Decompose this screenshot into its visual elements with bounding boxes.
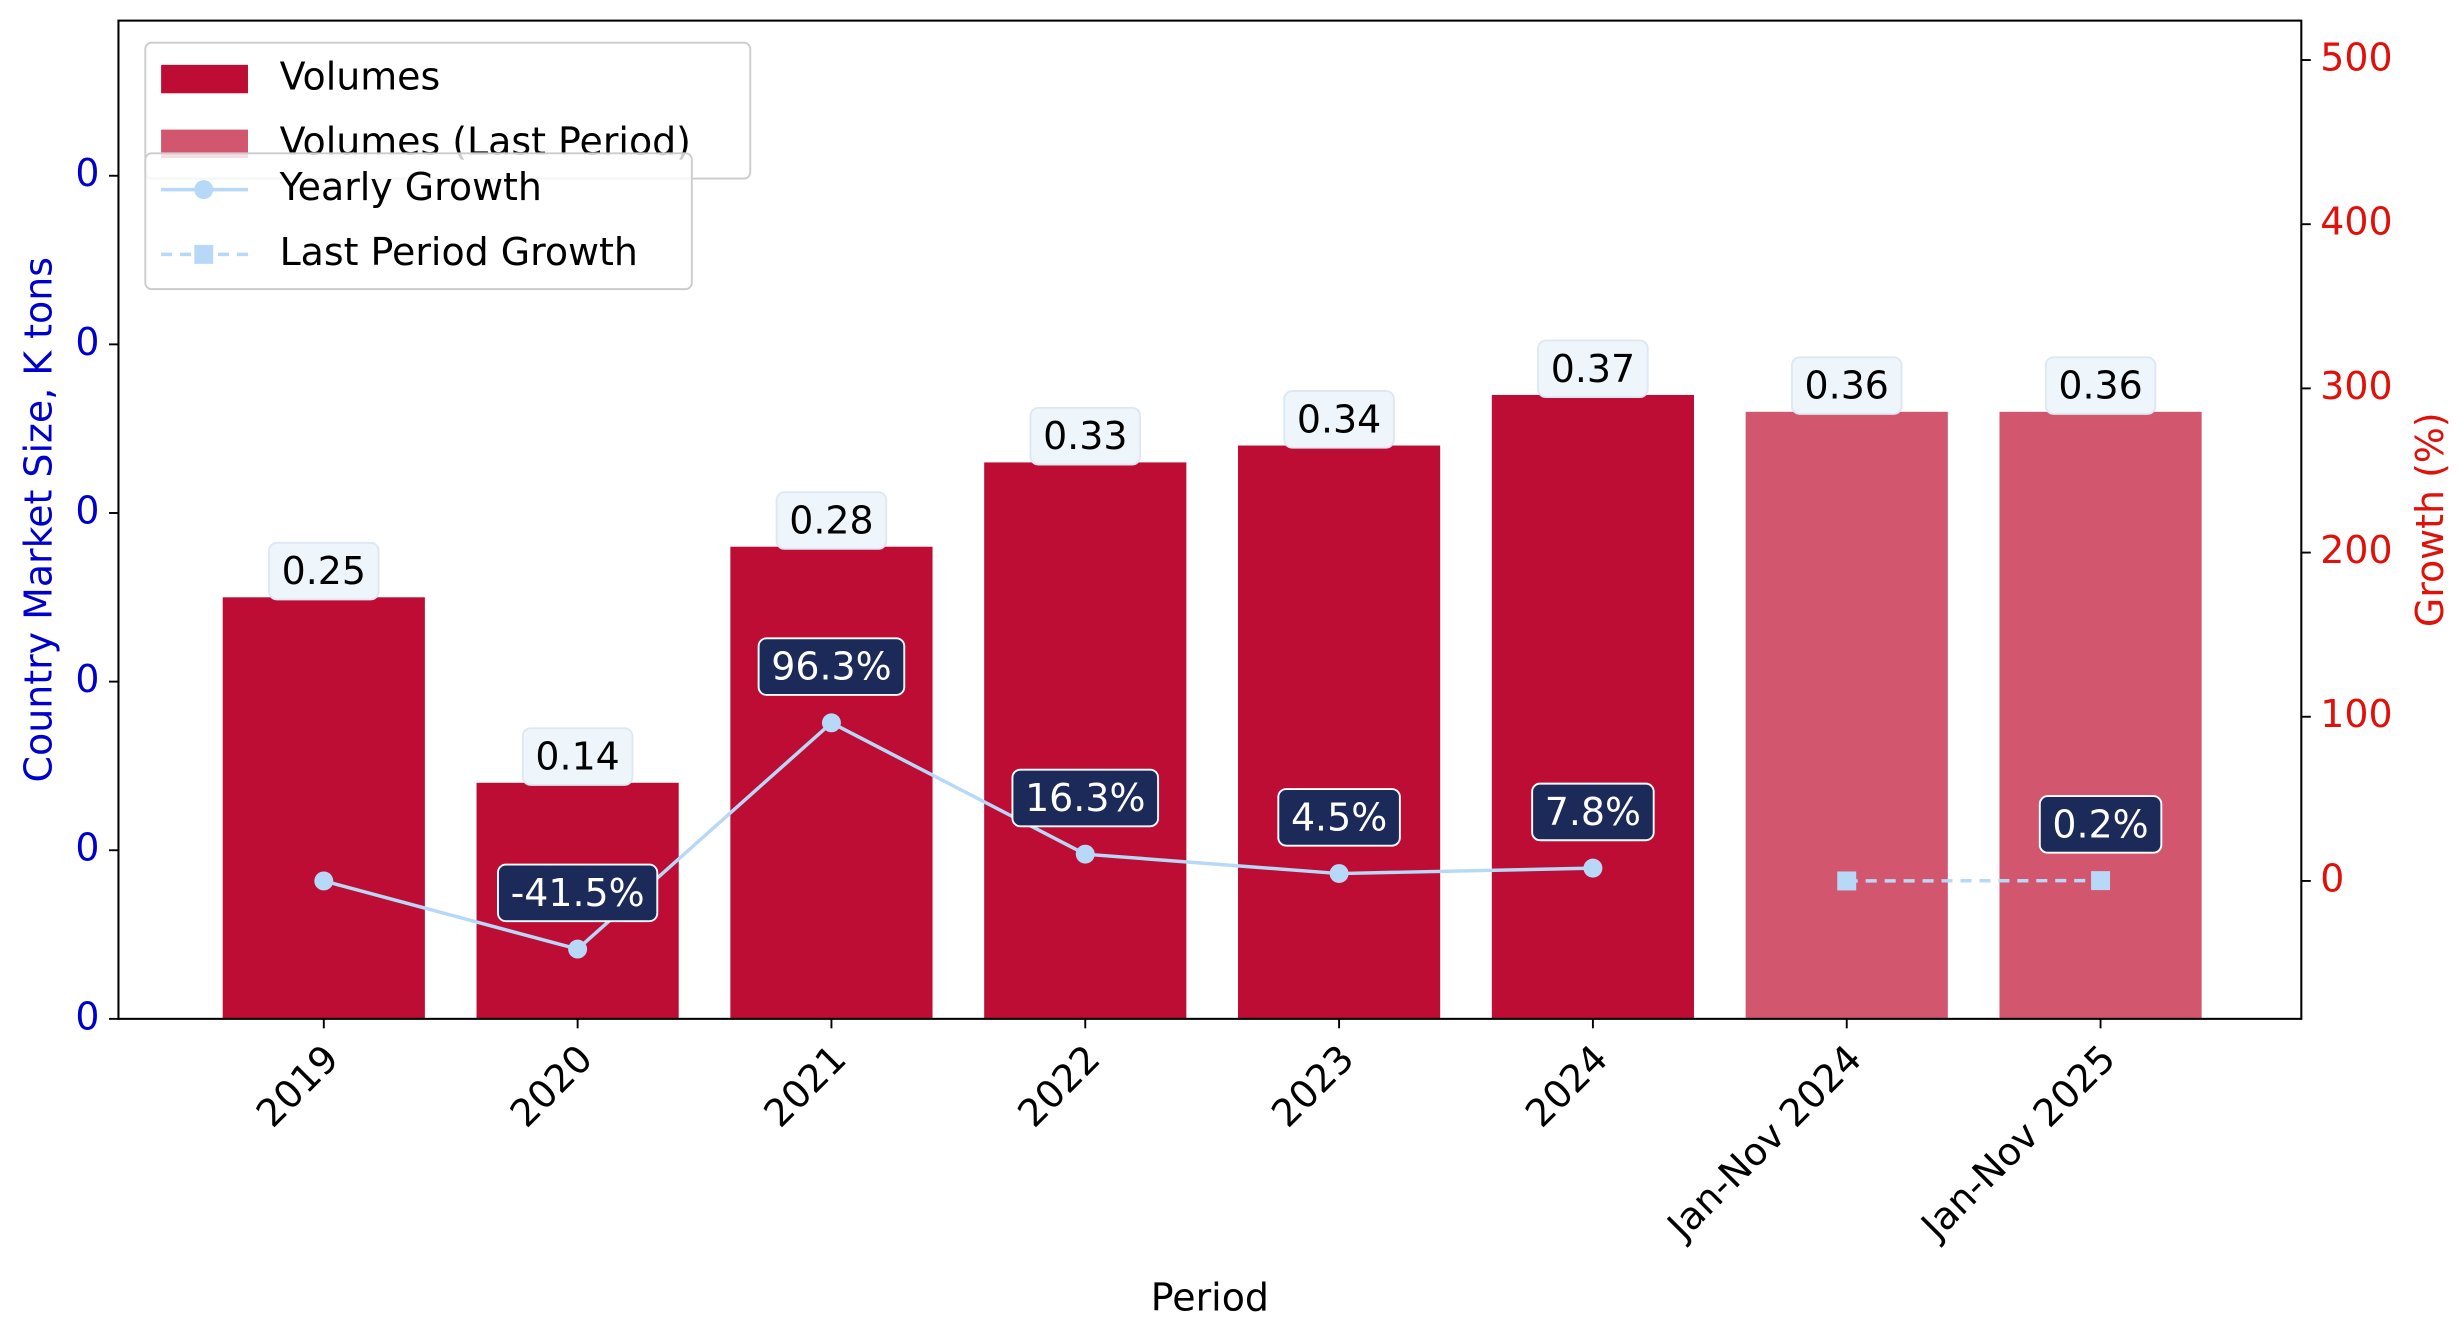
bar-value-label-group: 0.25 [268, 541, 380, 601]
bar-value-label: 0.34 [1297, 397, 1381, 441]
y2-tick-label: 300 [2320, 364, 2392, 408]
bar-value-label-box [1790, 356, 1903, 415]
bar-value-label: 0.25 [282, 549, 366, 593]
y-tick-label: 0 [75, 826, 99, 870]
bar-value-label-box [1537, 339, 1649, 399]
bar [1999, 411, 2202, 1019]
legend: Yearly Growth Last Period Growth [144, 152, 693, 291]
x-tick-label: 2021 [755, 1036, 854, 1135]
bar-value-label-group: 0.36 [2044, 356, 2157, 415]
x-tick-label: Jan-Nov 2025 [1911, 1036, 2123, 1248]
bar [1238, 445, 1441, 1019]
x-tick-label: 2024 [1517, 1036, 1616, 1135]
y-tick-label: 0 [75, 657, 99, 701]
growth-value-label-box [2038, 795, 2163, 854]
growth-marker [821, 713, 841, 733]
growth-value-label-box [1011, 768, 1160, 828]
legend-label: Last Period Growth [280, 230, 638, 274]
legend-marker [194, 244, 214, 264]
bar-value-label-box [775, 491, 888, 550]
bar-value-label: 0.36 [1805, 364, 1889, 408]
growth-marker [1583, 858, 1603, 878]
growth-line [323, 720, 1593, 951]
growth-value-label-box [757, 637, 906, 696]
bar-value-label-group: 0.14 [521, 727, 634, 786]
growth-value-label: 96.3% [771, 645, 891, 689]
growth-marker [2091, 871, 2111, 891]
growth-marker [1329, 864, 1349, 884]
y-tick-label: 0 [75, 151, 99, 195]
bar-value-label: 0.14 [535, 735, 619, 779]
growth-value-label-group: -41.5% [497, 863, 659, 923]
bar-value-label: 0.37 [1551, 347, 1635, 391]
x-axis-label: Period [1151, 1276, 1269, 1320]
x-tick-label: 2019 [248, 1036, 347, 1135]
y-tick-label: 0 [75, 994, 99, 1038]
bar-value-label-box [1029, 406, 1142, 466]
bar-value-label-box [2044, 356, 2157, 415]
plot-frame [117, 19, 2303, 1020]
bar-value-label-group: 0.37 [1537, 339, 1649, 399]
y-axis-label: Country Market Size, K tons [17, 257, 61, 782]
y-tick-label: 0 [75, 488, 99, 532]
bar-value-label-group: 0.28 [775, 491, 888, 550]
y2-axis-label: Growth (%) [2408, 412, 2452, 627]
bar-value-label: 0.36 [2058, 364, 2142, 408]
growth-marker [1075, 844, 1095, 864]
x-tick-label: 2023 [1263, 1036, 1362, 1135]
bar [1745, 411, 1948, 1019]
x-tick-label: 2022 [1009, 1036, 1108, 1135]
y2-tick-label: 100 [2320, 692, 2392, 736]
y2-tick-label: 200 [2320, 528, 2392, 572]
bar-value-label-group: 0.33 [1029, 406, 1142, 466]
y2-tick-label: 0 [2320, 856, 2344, 900]
bar-value-label-group: 0.34 [1283, 390, 1395, 449]
growth-value-label-group: 96.3% [757, 637, 906, 696]
legend-swatch [161, 64, 248, 94]
bar-value-label-box [521, 727, 634, 786]
growth-marker [314, 871, 334, 891]
growth-value-label-box [497, 863, 659, 923]
growth-value-label: 16.3% [1025, 776, 1145, 820]
legend-box [144, 152, 693, 291]
growth-value-label: 0.2% [2052, 802, 2148, 846]
bar-value-label: 0.33 [1043, 414, 1127, 458]
growth-value-label-group: 0.2% [2038, 795, 2163, 854]
y-tick-label: 0 [75, 320, 99, 364]
bar [984, 462, 1187, 1019]
growth-value-label: 7.8% [1545, 790, 1641, 834]
x-tick-label: Jan-Nov 2024 [1658, 1036, 1870, 1248]
growth-value-label-group: 16.3% [1011, 768, 1160, 828]
bar-value-label-box [1283, 390, 1395, 449]
bar [730, 546, 933, 1019]
bar-value-label-group: 0.36 [1790, 356, 1903, 415]
bar [222, 597, 425, 1019]
growth-value-label: 4.5% [1291, 795, 1387, 839]
growth-marker [568, 939, 588, 959]
legend-label: Yearly Growth [279, 165, 542, 209]
y2-tick-label: 500 [2320, 36, 2392, 80]
growth-marker [1837, 871, 1857, 891]
legend-label: Volumes [280, 55, 441, 99]
growth-value-label-box [1277, 788, 1401, 847]
growth-value-label-group: 7.8% [1531, 782, 1655, 842]
growth-value-label-group: 4.5% [1277, 788, 1401, 847]
bar-value-label-box [268, 541, 380, 601]
growth-value-label: -41.5% [511, 871, 645, 915]
y2-tick-label: 400 [2320, 200, 2392, 244]
legend-marker [194, 180, 214, 200]
x-tick-label: 2020 [502, 1036, 601, 1135]
growth-value-label-box [1531, 782, 1655, 842]
bar [1491, 394, 1694, 1019]
bar-value-label: 0.28 [789, 499, 873, 543]
